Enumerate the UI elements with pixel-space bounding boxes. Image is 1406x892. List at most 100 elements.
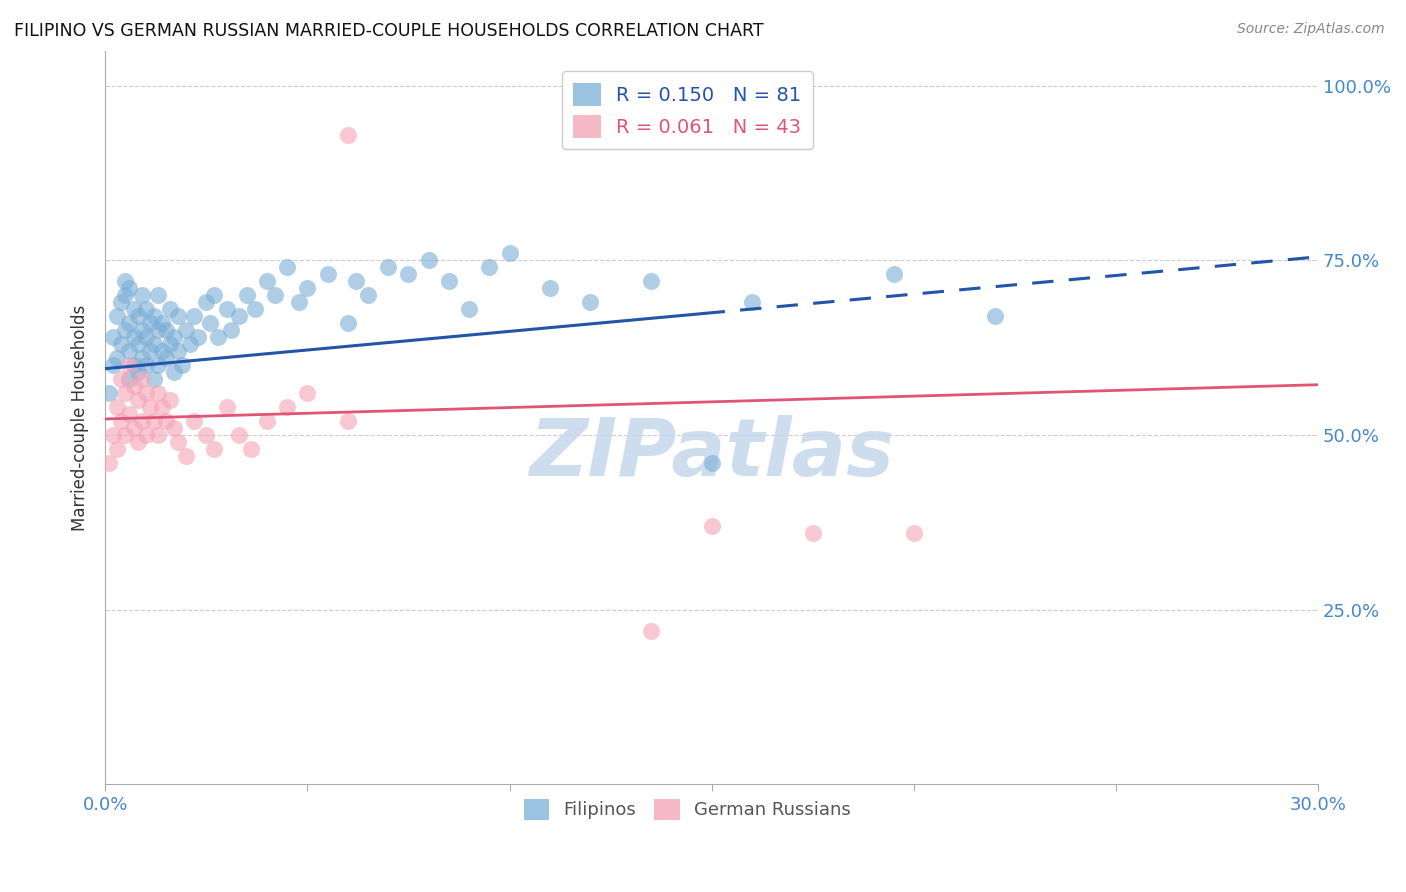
Point xyxy=(142,414,165,428)
Point xyxy=(163,421,186,435)
Point xyxy=(150,344,173,359)
Point xyxy=(336,316,359,330)
Point xyxy=(131,288,153,302)
Point xyxy=(256,274,278,288)
Point xyxy=(138,316,160,330)
Point xyxy=(135,386,157,401)
Point xyxy=(131,351,153,366)
Point xyxy=(336,128,359,142)
Point xyxy=(207,330,229,344)
Point xyxy=(114,288,136,302)
Point xyxy=(155,414,177,428)
Point xyxy=(228,428,250,442)
Point xyxy=(239,442,262,456)
Point xyxy=(114,386,136,401)
Point xyxy=(135,428,157,442)
Point xyxy=(700,456,723,470)
Point xyxy=(276,400,298,414)
Point xyxy=(110,372,132,386)
Point xyxy=(256,414,278,428)
Point xyxy=(883,268,905,282)
Point xyxy=(344,274,367,288)
Point xyxy=(179,337,201,351)
Point xyxy=(377,260,399,275)
Point xyxy=(174,323,197,337)
Point xyxy=(801,525,824,540)
Point xyxy=(538,281,561,295)
Point xyxy=(98,456,121,470)
Point xyxy=(103,358,125,372)
Point xyxy=(418,253,440,268)
Point xyxy=(200,316,222,330)
Point xyxy=(276,260,298,275)
Point xyxy=(150,316,173,330)
Point xyxy=(110,295,132,310)
Point xyxy=(316,268,339,282)
Point xyxy=(215,400,238,414)
Point xyxy=(170,358,193,372)
Point xyxy=(131,323,153,337)
Point xyxy=(146,428,169,442)
Point xyxy=(142,372,165,386)
Point xyxy=(163,330,186,344)
Text: FILIPINO VS GERMAN RUSSIAN MARRIED-COUPLE HOUSEHOLDS CORRELATION CHART: FILIPINO VS GERMAN RUSSIAN MARRIED-COUPL… xyxy=(14,22,763,40)
Point xyxy=(127,337,149,351)
Point xyxy=(110,414,132,428)
Point xyxy=(103,330,125,344)
Text: Source: ZipAtlas.com: Source: ZipAtlas.com xyxy=(1237,22,1385,37)
Point xyxy=(118,316,141,330)
Point xyxy=(159,337,181,351)
Point xyxy=(155,323,177,337)
Point xyxy=(167,435,190,450)
Point xyxy=(437,274,460,288)
Point xyxy=(478,260,501,275)
Point xyxy=(183,414,205,428)
Point xyxy=(159,393,181,408)
Point xyxy=(297,281,319,295)
Point xyxy=(110,337,132,351)
Point xyxy=(146,288,169,302)
Point xyxy=(264,288,287,302)
Point xyxy=(297,386,319,401)
Point xyxy=(357,288,380,302)
Point xyxy=(640,274,662,288)
Point xyxy=(127,393,149,408)
Point xyxy=(142,337,165,351)
Point xyxy=(640,624,662,638)
Point xyxy=(146,358,169,372)
Point xyxy=(135,330,157,344)
Point xyxy=(127,365,149,379)
Point xyxy=(105,351,128,366)
Point xyxy=(131,414,153,428)
Point xyxy=(138,344,160,359)
Point xyxy=(983,310,1005,324)
Point xyxy=(215,302,238,317)
Point xyxy=(114,428,136,442)
Point xyxy=(142,310,165,324)
Point xyxy=(118,281,141,295)
Point xyxy=(118,372,141,386)
Point xyxy=(187,330,209,344)
Point xyxy=(138,400,160,414)
Point xyxy=(105,442,128,456)
Point xyxy=(103,428,125,442)
Point xyxy=(288,295,311,310)
Text: ZIPatlas: ZIPatlas xyxy=(529,416,894,493)
Legend: Filipinos, German Russians: Filipinos, German Russians xyxy=(516,791,858,827)
Point xyxy=(167,310,190,324)
Point xyxy=(98,386,121,401)
Point xyxy=(122,379,145,393)
Point xyxy=(118,344,141,359)
Point xyxy=(903,525,925,540)
Point xyxy=(195,295,218,310)
Point xyxy=(155,351,177,366)
Point xyxy=(150,400,173,414)
Point xyxy=(398,268,420,282)
Point xyxy=(243,302,266,317)
Point xyxy=(579,295,602,310)
Point xyxy=(498,246,520,260)
Point xyxy=(105,400,128,414)
Y-axis label: Married-couple Households: Married-couple Households xyxy=(72,304,89,531)
Point xyxy=(167,344,190,359)
Point xyxy=(122,358,145,372)
